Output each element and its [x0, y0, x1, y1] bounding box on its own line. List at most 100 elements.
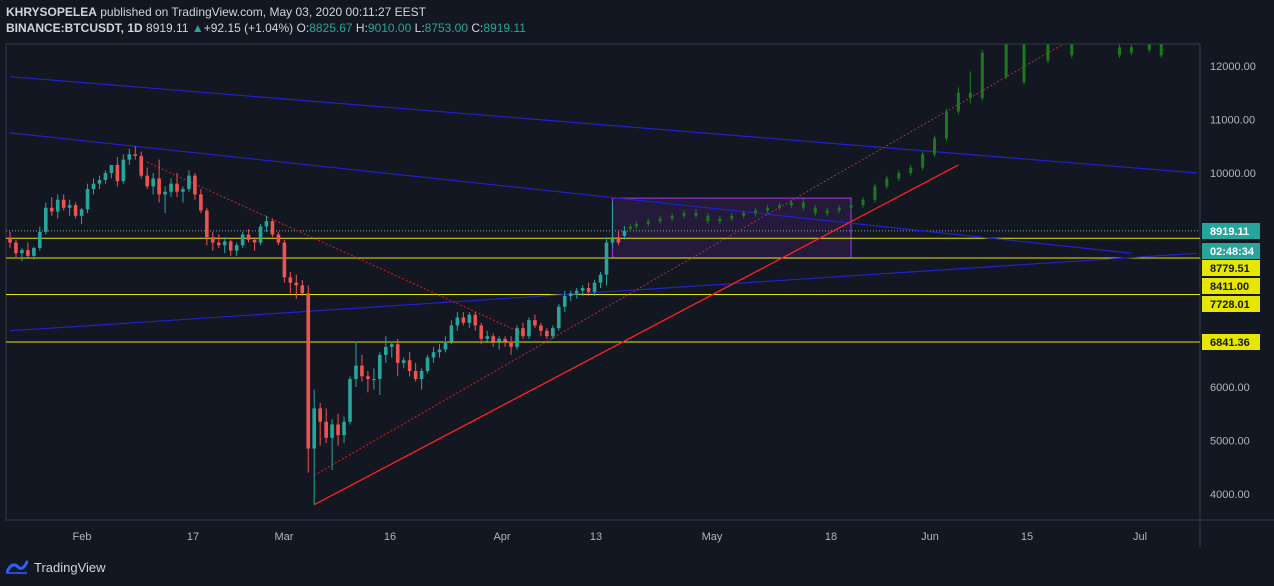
candle-body [67, 205, 72, 208]
candle-body [228, 241, 233, 251]
projection-body [694, 213, 698, 216]
x-tick-label: 15 [1021, 531, 1033, 543]
candle-body [348, 378, 352, 422]
candle-body [610, 237, 615, 243]
candle-body [473, 314, 478, 326]
candle-body [360, 365, 364, 377]
projection-body [813, 207, 817, 214]
x-tick-label: 16 [384, 531, 396, 543]
drawings-layer [6, 44, 1200, 506]
footer: TradingView [6, 556, 106, 578]
candle-body [401, 360, 406, 363]
projection-body [1070, 44, 1074, 56]
candle-body [556, 306, 561, 329]
candle-body [133, 154, 138, 156]
projection-body [825, 210, 829, 214]
y-tick-label: 6000.00 [1210, 382, 1250, 394]
projection-body [801, 202, 805, 208]
high-label: H: [355, 21, 368, 35]
candle-body [580, 288, 585, 291]
projection-body [754, 210, 758, 214]
candle-body [342, 421, 346, 436]
candles-layer [8, 146, 627, 505]
ohlc-line: BINANCE:BTCUSDT, 1D 8919.11 ▲+92.15 (+1.… [6, 20, 526, 36]
price-label: 8919.11 [1210, 226, 1249, 238]
candle-body [539, 325, 543, 331]
plot-frame [5, 43, 1201, 521]
candle-body [127, 154, 132, 160]
candle-body [288, 277, 293, 283]
y-tick-label: 10000.00 [1210, 168, 1256, 180]
tradingview-logo-icon [6, 560, 28, 574]
price-label-bg [1202, 260, 1260, 276]
symbol-label[interactable]: BINANCE:BTCUSDT, 1D [6, 21, 143, 35]
candle-body [234, 245, 239, 251]
candle-body [20, 250, 24, 254]
projection-body [861, 199, 865, 206]
candle-body [211, 237, 215, 243]
candle-body [425, 357, 430, 371]
candle-body [26, 250, 30, 256]
candle-body [515, 328, 519, 347]
candle-body [151, 178, 155, 187]
y-tick-label: 4000.00 [1210, 489, 1250, 501]
candle-body [43, 207, 48, 232]
candle-body [216, 242, 221, 246]
price-label: 6841.36 [1210, 337, 1250, 349]
projection-body [789, 202, 793, 206]
projection-body [873, 186, 877, 200]
chart-header: KHRYSOPELEA published on TradingView.com… [6, 4, 526, 36]
candle-body [485, 336, 489, 339]
candle-body [8, 237, 12, 243]
projection-body [897, 173, 901, 179]
candle-body [14, 242, 18, 254]
candle-body [622, 230, 627, 236]
publisher-name[interactable]: KHRYSOPELEA [6, 5, 97, 19]
candle-body [616, 237, 621, 243]
projection-body [730, 215, 734, 219]
candle-body [169, 183, 173, 192]
candle-body [419, 370, 424, 379]
candle-body [187, 175, 191, 190]
low-value: 8753.00 [424, 21, 469, 35]
candle-body [336, 424, 340, 436]
candle-body [85, 189, 90, 210]
close-value: 8919.11 [483, 21, 526, 35]
candle-body [97, 179, 102, 184]
candle-body [545, 330, 549, 337]
price-label-bg [1202, 334, 1260, 350]
candle-body [366, 376, 370, 379]
projection-body [1159, 44, 1163, 56]
price-label-bg [1202, 278, 1260, 294]
candle-body [407, 360, 412, 371]
candle-body [306, 293, 311, 449]
x-tick-label: 13 [590, 531, 602, 543]
price-label-bg [1202, 223, 1260, 239]
consolidation-box [611, 197, 852, 259]
candle-body [270, 221, 275, 235]
footer-brand[interactable]: TradingView [34, 559, 106, 575]
candle-body [324, 421, 328, 438]
candle-body [449, 325, 454, 342]
projection-body [1004, 44, 1008, 77]
candle-body [437, 349, 442, 353]
open-label: O: [296, 21, 310, 35]
low-label: L: [414, 21, 425, 35]
candle-body [533, 320, 537, 326]
published-text: published on TradingView.com, May 03, 20… [100, 5, 427, 19]
candle-body [372, 378, 376, 380]
candle-body [240, 234, 245, 246]
candle-body [175, 183, 179, 192]
up-arrow-icon: ▲ [191, 21, 204, 35]
candle-body [205, 210, 209, 238]
projection-layer [628, 44, 1163, 232]
candle-body [389, 344, 394, 347]
candle-body [395, 344, 400, 363]
candle-body [264, 221, 269, 227]
y-tick-label: 5000.00 [1210, 436, 1250, 448]
projection-body [837, 207, 841, 211]
candle-body [378, 354, 382, 379]
x-tick-label: Feb [73, 531, 92, 543]
candle-body [479, 325, 484, 339]
